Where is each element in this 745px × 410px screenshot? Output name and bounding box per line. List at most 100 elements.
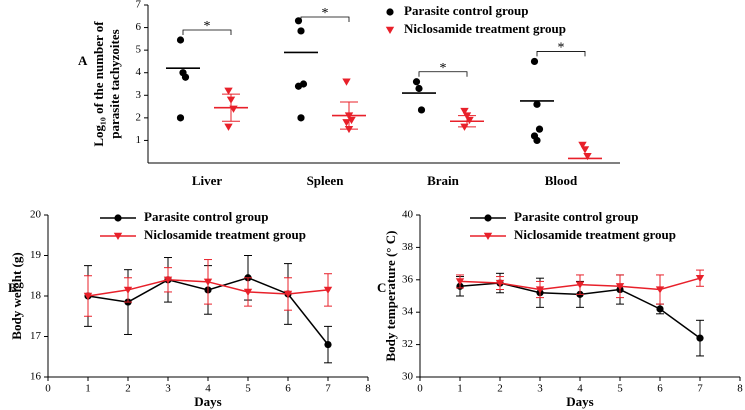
data-point — [530, 57, 539, 66]
data-point — [415, 84, 423, 93]
x-tick-label: 3 — [537, 383, 543, 395]
significance-bracket — [536, 51, 586, 57]
significance-bracket — [182, 29, 232, 35]
legend-label: Parasite control group — [514, 209, 638, 224]
data-point — [297, 114, 305, 122]
y-tick-label: 20 — [30, 209, 42, 221]
data-point — [615, 283, 625, 291]
legend-marker — [385, 26, 395, 34]
y-tick-label: 2 — [136, 111, 142, 123]
legend-marker — [483, 232, 493, 240]
x-axis-label: Days — [194, 394, 221, 409]
x-tick-label: 0 — [417, 383, 423, 395]
x-tick-label: Spleen — [307, 173, 345, 188]
x-tick-label: 2 — [125, 383, 131, 395]
y-axis-label: Log₁₀ of the number of — [91, 21, 106, 147]
data-point — [580, 146, 590, 154]
data-point — [412, 78, 421, 86]
significance-label: * — [322, 6, 329, 21]
x-tick-label: 5 — [245, 383, 251, 395]
y-tick-label: 6 — [136, 21, 142, 33]
significance-bracket — [418, 71, 468, 77]
data-point — [656, 305, 664, 313]
x-tick-label: 6 — [657, 383, 663, 395]
data-point — [294, 17, 303, 25]
data-point — [176, 36, 185, 44]
data-point — [224, 123, 233, 131]
x-tick-label: Brain — [427, 173, 460, 188]
x-tick-label: 1 — [85, 383, 91, 395]
y-tick-label: 38 — [402, 241, 414, 253]
y-tick-label: 36 — [402, 273, 414, 285]
x-axis-label: Days — [566, 394, 593, 409]
data-point — [297, 27, 305, 35]
data-point — [583, 153, 592, 161]
x-tick-label: 4 — [577, 383, 583, 395]
data-point — [495, 279, 505, 288]
y-axis-label: parasite tachyzoites — [107, 29, 122, 138]
y-tick-label: 1 — [136, 134, 142, 146]
y-tick-label: 32 — [402, 338, 413, 350]
legend-label: Niclosamide treatment group — [144, 227, 306, 242]
x-tick-label: Blood — [545, 173, 578, 188]
legend-label: Parasite control group — [144, 209, 268, 224]
data-point — [294, 82, 303, 90]
legend-label: Niclosamide treatment group — [404, 21, 566, 36]
x-tick-label: 6 — [285, 383, 291, 395]
data-point — [417, 106, 426, 114]
legend-marker — [114, 214, 122, 222]
x-tick-label: Liver — [192, 173, 223, 188]
x-tick-label: 8 — [737, 383, 743, 395]
y-tick-label: 16 — [30, 371, 42, 383]
panel-label: B — [8, 280, 17, 295]
y-axis-label: Body temperature (° C) — [383, 231, 398, 362]
y-tick-label: 3 — [136, 89, 142, 101]
x-tick-label: 8 — [365, 383, 371, 395]
y-tick-label: 18 — [30, 290, 42, 302]
y-tick-label: 30 — [402, 371, 414, 383]
data-point — [533, 100, 541, 108]
data-point — [695, 274, 705, 283]
y-tick-label: 40 — [402, 209, 414, 221]
x-tick-label: 7 — [325, 383, 331, 395]
significance-label: * — [204, 19, 211, 34]
data-point — [324, 341, 332, 349]
significance-bracket — [300, 16, 350, 22]
data-point — [455, 278, 465, 286]
data-point — [533, 136, 541, 145]
y-tick-label: 19 — [30, 249, 42, 261]
data-point — [224, 87, 233, 95]
data-point — [535, 286, 545, 294]
data-point — [535, 125, 544, 133]
data-point — [696, 334, 704, 342]
x-tick-label: 1 — [457, 383, 463, 395]
legend-label: Parasite control group — [404, 3, 528, 18]
legend-marker — [386, 8, 394, 16]
y-axis-label: Body weight (g) — [9, 252, 24, 339]
x-tick-label: 2 — [497, 383, 503, 395]
y-tick-label: 4 — [136, 66, 142, 78]
data-point — [203, 278, 213, 286]
panel-label: C — [377, 280, 386, 295]
data-point — [323, 286, 333, 294]
y-tick-label: 5 — [136, 44, 142, 56]
x-tick-label: 3 — [165, 383, 171, 395]
panel-label: A — [78, 53, 88, 68]
y-tick-label: 34 — [402, 306, 414, 318]
legend-marker — [113, 232, 123, 240]
x-tick-label: 7 — [697, 383, 703, 395]
data-point — [163, 276, 173, 284]
data-point — [460, 107, 469, 116]
x-tick-label: 0 — [45, 383, 51, 395]
data-point — [243, 288, 253, 296]
data-point — [655, 286, 665, 294]
y-tick-label: 7 — [136, 0, 142, 11]
data-point — [181, 73, 190, 81]
data-point — [575, 281, 585, 289]
legend-label: Niclosamide treatment group — [514, 227, 676, 242]
data-point — [83, 292, 93, 300]
data-point — [342, 78, 351, 86]
data-point — [123, 286, 133, 294]
data-point — [283, 290, 293, 298]
